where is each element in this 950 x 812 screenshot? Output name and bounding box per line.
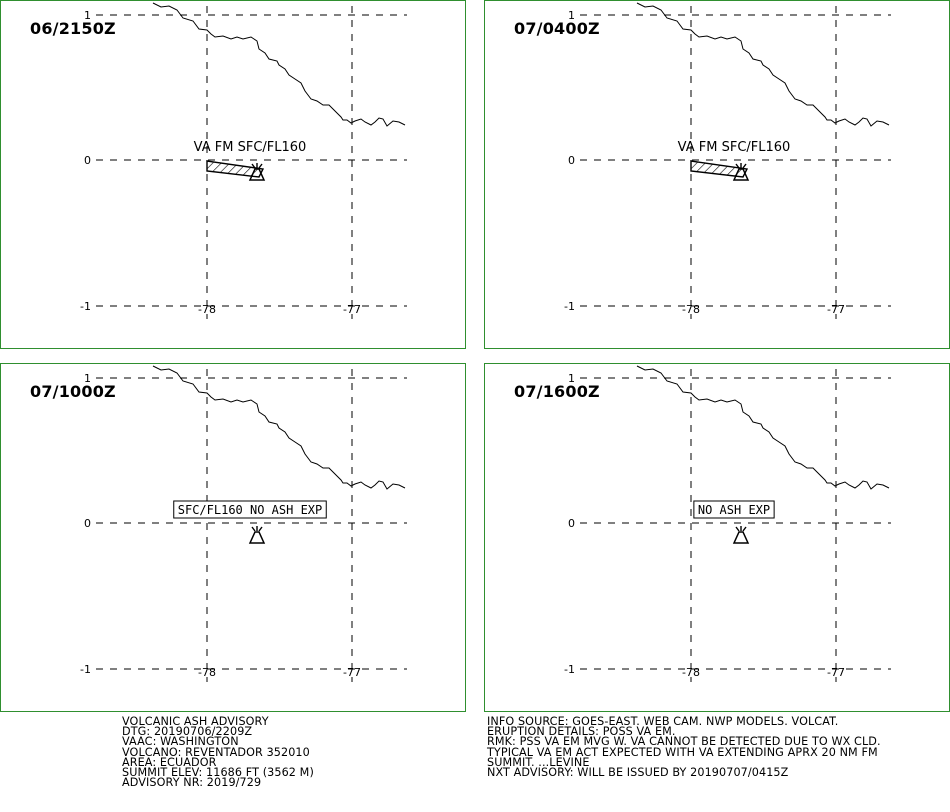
ash-status-label: NO ASH EXP (698, 503, 770, 517)
ash-level-label: VA FM SFC/FL160 (678, 140, 791, 155)
advisory-line: VOLCANO: REVENTADOR 352010 (122, 745, 310, 759)
advisory-line: ADVISORY NR: 2019/729 (122, 776, 262, 790)
panel-time: 07/1600Z (514, 382, 600, 401)
coastline (152, 365, 406, 490)
latitude-label: 1 (84, 372, 91, 385)
coastline (636, 365, 890, 490)
longitude-label: -77 (827, 666, 845, 679)
longitude-label: -77 (343, 666, 361, 679)
longitude-label: -78 (682, 666, 700, 679)
map-canvas: 1 0 -1 -78 -77 NO ASH EXP (564, 365, 891, 682)
forecast-panel-2: 1 0 -1 -78 -77 VA FM SFC/FL160 07/0400Z (484, 0, 950, 349)
latitude-label: 0 (568, 517, 575, 530)
advisory-line: SUMMIT. ...LEVINE (487, 755, 590, 769)
coastline (152, 2, 406, 127)
coastline (636, 2, 890, 127)
forecast-panel-1: 1 0 -1 -78 -77 VA FM SFC/FL160 06/2150Z (0, 0, 466, 349)
panel-time: 07/0400Z (514, 19, 600, 38)
latitude-label: 0 (84, 154, 91, 167)
volcano-icon (248, 526, 266, 544)
map-canvas: 1 0 -1 -78 -77 SFC/FL160 NO ASH EXP (80, 365, 407, 682)
longitude-label: -77 (343, 303, 361, 316)
map-canvas: 1 0 -1 -78 -77 VA FM SFC/FL160 (80, 2, 407, 319)
latitude-label: -1 (80, 300, 91, 313)
longitude-label: -78 (198, 666, 216, 679)
ash-status-box (693, 500, 775, 519)
advisory-line: VAAC: WASHINGTON (122, 735, 239, 749)
advisory-line: VOLCANIC ASH ADVISORY (122, 715, 269, 728)
latitude-label: 1 (84, 9, 91, 22)
latitude-label: 1 (568, 9, 575, 22)
longitude-label: -78 (682, 303, 700, 316)
advisory-line: AREA: ECUADOR (122, 755, 217, 769)
panel-time: 06/2150Z (30, 19, 116, 38)
latitude-label: 0 (84, 517, 91, 530)
advisory-line: INFO SOURCE: GOES-EAST. WEB CAM. NWP MOD… (487, 715, 839, 728)
latitude-label: -1 (80, 663, 91, 676)
volcano-icon (732, 163, 750, 181)
advisory-right-block: INFO SOURCE: GOES-EAST. WEB CAM. NWP MOD… (487, 715, 881, 780)
volcano-icon (732, 526, 750, 544)
forecast-panel-3: 1 0 -1 -78 -77 SFC/FL160 NO ASH EXP 07/1000Z (0, 363, 466, 712)
advisory-line: ERUPTION DETAILS: POSS VA EM. (487, 725, 676, 739)
map-canvas: 1 0 -1 -78 -77 VA FM SFC/FL160 (564, 2, 891, 319)
latitude-label: -1 (564, 663, 575, 676)
ash-level-label: VA FM SFC/FL160 (194, 140, 307, 155)
latitude-label: 1 (568, 372, 575, 385)
advisory-left-block: VOLCANIC ASH ADVISORY DTG: 20190706/2209… (122, 715, 314, 790)
longitude-label: -78 (198, 303, 216, 316)
ash-status-label: SFC/FL160 NO ASH EXP (178, 503, 323, 517)
advisory-line: SUMMIT ELEV: 11686 FT (3562 M) (122, 766, 314, 780)
panel-time: 07/1000Z (30, 382, 116, 401)
forecast-panel-4: 1 0 -1 -78 -77 NO ASH EXP 07/1600Z (484, 363, 950, 712)
advisory-line: RMK: PSS VA EM MVG W. VA CANNOT BE DETEC… (487, 735, 881, 749)
ash-cloud-area (206, 160, 265, 178)
advisory-line: DTG: 20190706/2209Z (122, 725, 253, 739)
latitude-label: 0 (568, 154, 575, 167)
advisory-line: NXT ADVISORY: WILL BE ISSUED BY 20190707… (487, 766, 789, 780)
ash-status-box (173, 500, 327, 519)
advisory-line: TYPICAL VA EM ACT EXPECTED WITH VA EXTEN… (487, 745, 878, 759)
volcano-icon (248, 163, 266, 181)
latitude-label: -1 (564, 300, 575, 313)
longitude-label: -77 (827, 303, 845, 316)
ash-cloud-area (690, 160, 749, 178)
